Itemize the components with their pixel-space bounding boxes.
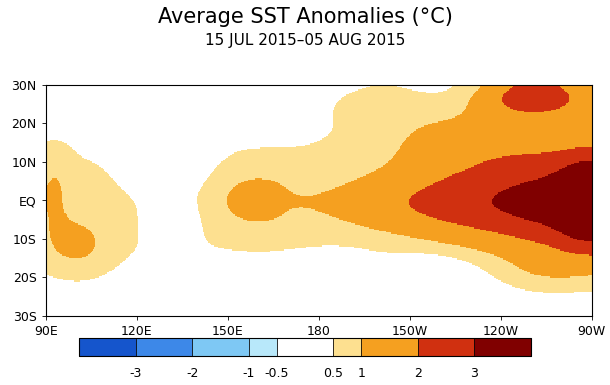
FancyBboxPatch shape (192, 338, 249, 356)
Text: Average SST Anomalies (°C): Average SST Anomalies (°C) (157, 7, 453, 27)
Text: -1: -1 (242, 367, 255, 380)
Text: -0.5: -0.5 (265, 367, 289, 380)
FancyBboxPatch shape (79, 338, 135, 356)
Text: 1: 1 (357, 367, 365, 380)
FancyBboxPatch shape (249, 338, 277, 356)
Text: 3: 3 (470, 367, 478, 380)
FancyBboxPatch shape (277, 338, 333, 356)
Text: -3: -3 (129, 367, 142, 380)
FancyBboxPatch shape (135, 338, 192, 356)
FancyBboxPatch shape (361, 338, 418, 356)
FancyBboxPatch shape (333, 338, 361, 356)
FancyBboxPatch shape (418, 338, 475, 356)
Text: -2: -2 (186, 367, 198, 380)
Text: 0.5: 0.5 (323, 367, 343, 380)
FancyBboxPatch shape (475, 338, 531, 356)
Text: 15 JUL 2015–05 AUG 2015: 15 JUL 2015–05 AUG 2015 (205, 33, 405, 48)
Text: 2: 2 (414, 367, 422, 380)
